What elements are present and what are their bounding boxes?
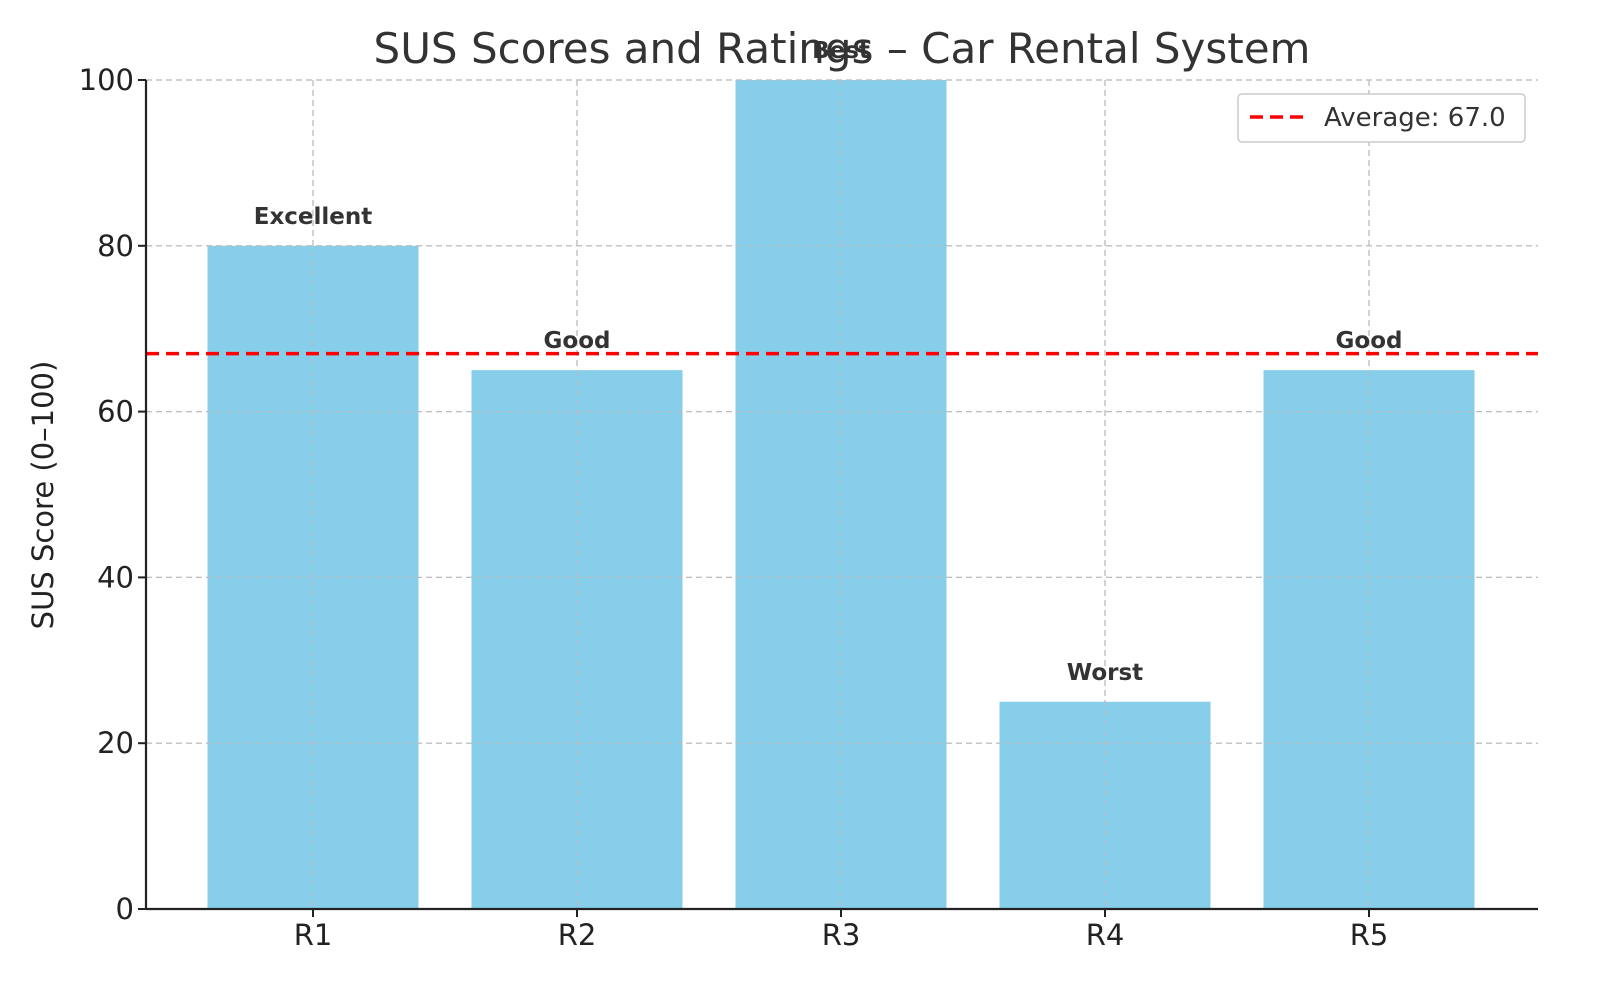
legend-frame [1237,93,1526,143]
bar-annotation: Worst [1067,660,1143,686]
annotations-layer: Excellent Good Best Worst Good [254,38,1403,686]
bar-annotation: Good [544,328,611,354]
x-tick-label: R2 [558,918,597,952]
x-tick-label: R3 [822,918,861,952]
y-tick-label: 60 [97,395,134,429]
tick-labels-layer: 0 20 40 60 80 100 R1 R2 R3 R4 R5 [79,63,1389,952]
y-axis-title: SUS Score (0–100) [26,361,60,630]
bar-r2 [471,370,683,909]
y-tick-label: 0 [116,892,134,926]
y-tick-label: 100 [79,63,134,97]
bar-annotation: Best [812,38,870,64]
bar-r5 [1263,370,1475,909]
bars-layer [146,79,1538,910]
bar-r1 [207,245,419,910]
x-tick-label: R1 [294,918,333,952]
axes-layer [138,79,1538,917]
y-tick-label: 80 [97,229,134,263]
y-tick-label: 40 [97,560,134,594]
bar-annotation: Excellent [254,204,373,230]
chart-title: SUS Scores and Ratings – Car Rental Syst… [374,24,1311,73]
x-tick-label: R5 [1350,918,1389,952]
y-tick-label: 20 [97,726,134,760]
legend-label: Average: 67.0 [1324,103,1506,133]
x-tick-label: R4 [1086,918,1125,952]
bar-annotation: Good [1336,328,1403,354]
legend: Average: 67.0 [1237,93,1526,143]
